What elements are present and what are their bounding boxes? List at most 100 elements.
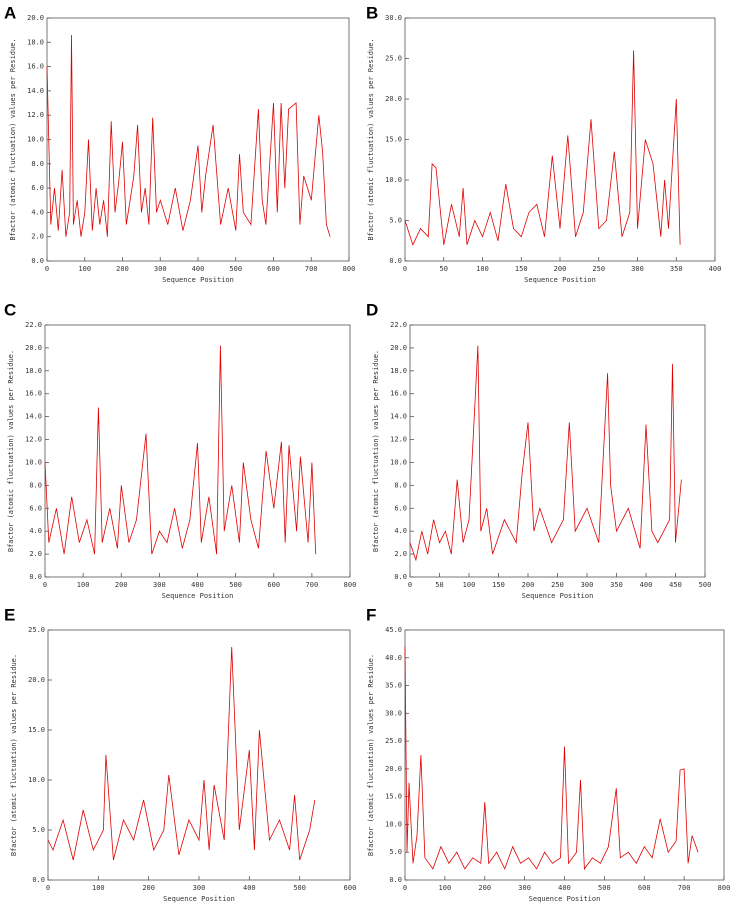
y-tick-label: 12.0 <box>27 111 44 119</box>
x-axis-label: Sequence Position <box>162 276 234 284</box>
data-line <box>404 50 681 246</box>
x-tick-label: 700 <box>305 265 318 273</box>
x-tick-label: 400 <box>191 581 204 589</box>
plot-frame <box>47 629 351 881</box>
x-tick-label: 600 <box>344 884 357 892</box>
x-axis-label: Sequence Position <box>529 895 601 903</box>
y-tick-label: 12.0 <box>390 436 407 444</box>
panel-letter: A <box>4 3 16 22</box>
y-tick-label: 18.0 <box>25 367 42 375</box>
y-tick-label: 14.0 <box>27 87 44 95</box>
panel-letter: D <box>366 300 378 319</box>
x-tick-label: 300 <box>193 884 206 892</box>
x-tick-label: 100 <box>439 884 452 892</box>
y-tick-label: 0.0 <box>389 876 402 884</box>
y-tick-label: 5.0 <box>389 848 402 856</box>
y-tick-label: 4.0 <box>394 527 407 535</box>
y-axis-label: Bfactor (atomic fluctuation) values per … <box>9 38 17 240</box>
x-tick-label: 350 <box>670 265 683 273</box>
y-tick-label: 0.0 <box>32 876 45 884</box>
x-tick-label: 100 <box>463 581 476 589</box>
y-tick-label: 22.0 <box>25 321 42 329</box>
y-tick-label: 8.0 <box>29 481 42 489</box>
x-tick-label: 600 <box>638 884 651 892</box>
x-tick-label: 800 <box>344 581 357 589</box>
data-line <box>47 646 316 861</box>
y-tick-label: 5.0 <box>32 826 45 834</box>
x-tick-label: 200 <box>478 884 491 892</box>
x-axis-label: Sequence Position <box>163 895 235 903</box>
y-tick-label: 10.0 <box>385 176 402 184</box>
y-tick-label: 6.0 <box>29 504 42 512</box>
y-axis-label: Bfactor (atomic fluctuation) values per … <box>10 654 18 856</box>
panel-letter: F <box>366 605 376 624</box>
x-tick-label: 200 <box>116 265 129 273</box>
x-tick-label: 200 <box>522 581 535 589</box>
x-tick-label: 500 <box>229 581 242 589</box>
x-tick-label: 600 <box>267 265 280 273</box>
y-tick-label: 25.0 <box>385 55 402 63</box>
x-tick-label: 400 <box>243 884 256 892</box>
y-tick-label: 2.0 <box>29 550 42 558</box>
x-tick-label: 350 <box>610 581 623 589</box>
panel: 0.0 5.0 10.0 15.0 20.0 25.0 0 100 200 300 400 500 60… <box>4 605 356 903</box>
y-tick-label: 5.0 <box>389 217 402 225</box>
y-tick-label: 8.0 <box>31 160 44 168</box>
y-tick-label: 45.0 <box>385 626 402 634</box>
y-tick-label: 4.0 <box>29 527 42 535</box>
data-line <box>404 646 699 871</box>
y-tick-label: 16.0 <box>390 390 407 398</box>
x-tick-label: 800 <box>343 265 356 273</box>
y-tick-label: 20.0 <box>27 14 44 22</box>
x-tick-label: 0 <box>403 265 407 273</box>
data-line <box>409 345 682 562</box>
x-tick-label: 300 <box>518 884 531 892</box>
y-tick-label: 40.0 <box>385 654 402 662</box>
x-tick-label: 150 <box>515 265 528 273</box>
y-axis-label: Bfactor (atomic fluctuation) values per … <box>367 38 375 240</box>
y-tick-label: 20.0 <box>28 676 45 684</box>
y-tick-label: 10.0 <box>27 136 44 144</box>
plot-frame <box>409 324 706 578</box>
x-tick-label: 300 <box>631 265 644 273</box>
x-tick-label: 500 <box>293 884 306 892</box>
y-tick-label: 0.0 <box>389 257 402 265</box>
y-tick-label: 20.0 <box>25 344 42 352</box>
y-tick-label: 0.0 <box>31 257 44 265</box>
y-tick-label: 18.0 <box>390 367 407 375</box>
panel-letter: E <box>4 605 15 624</box>
x-tick-label: 0 <box>45 265 49 273</box>
y-axis-label: Bfactor (atomic fluctuation) values per … <box>367 654 375 856</box>
panel: 0.0 2.0 4.0 6.0 8.0 10.0 12.0 14.0 16.0 18.0 20.0 2… <box>4 300 356 600</box>
x-tick-label: 300 <box>581 581 594 589</box>
x-tick-label: 600 <box>267 581 280 589</box>
panel: 0.0 2.0 4.0 6.0 8.0 10.0 12.0 14.0 16.0 18.0 20.0 0… <box>4 3 355 284</box>
y-tick-label: 25.0 <box>385 737 402 745</box>
y-tick-label: 30.0 <box>385 14 402 22</box>
x-tick-label: 250 <box>551 581 564 589</box>
x-tick-label: 300 <box>154 265 167 273</box>
y-axis-label: Bfactor (atomic fluctuation) values per … <box>7 350 15 552</box>
panel-letter: C <box>4 300 16 319</box>
y-tick-label: 15.0 <box>385 793 402 801</box>
x-axis-label: Sequence Position <box>162 592 234 600</box>
y-tick-label: 10.0 <box>25 458 42 466</box>
x-tick-label: 100 <box>78 265 91 273</box>
panel: 0.0 5.0 10.0 15.0 20.0 25.0 30.0 0 50 100 150 200 25… <box>366 3 721 284</box>
y-tick-label: 14.0 <box>390 413 407 421</box>
y-tick-label: 20.0 <box>390 344 407 352</box>
y-tick-label: 20.0 <box>385 765 402 773</box>
y-tick-label: 0.0 <box>29 573 42 581</box>
y-tick-label: 20.0 <box>385 95 402 103</box>
y-tick-label: 6.0 <box>31 184 44 192</box>
x-tick-label: 200 <box>142 884 155 892</box>
x-tick-label: 100 <box>92 884 105 892</box>
x-tick-label: 250 <box>592 265 605 273</box>
y-tick-label: 6.0 <box>394 504 407 512</box>
y-tick-label: 30.0 <box>385 709 402 717</box>
y-tick-label: 2.0 <box>31 233 44 241</box>
y-tick-label: 15.0 <box>28 726 45 734</box>
y-tick-label: 35.0 <box>385 682 402 690</box>
y-tick-label: 15.0 <box>385 136 402 144</box>
